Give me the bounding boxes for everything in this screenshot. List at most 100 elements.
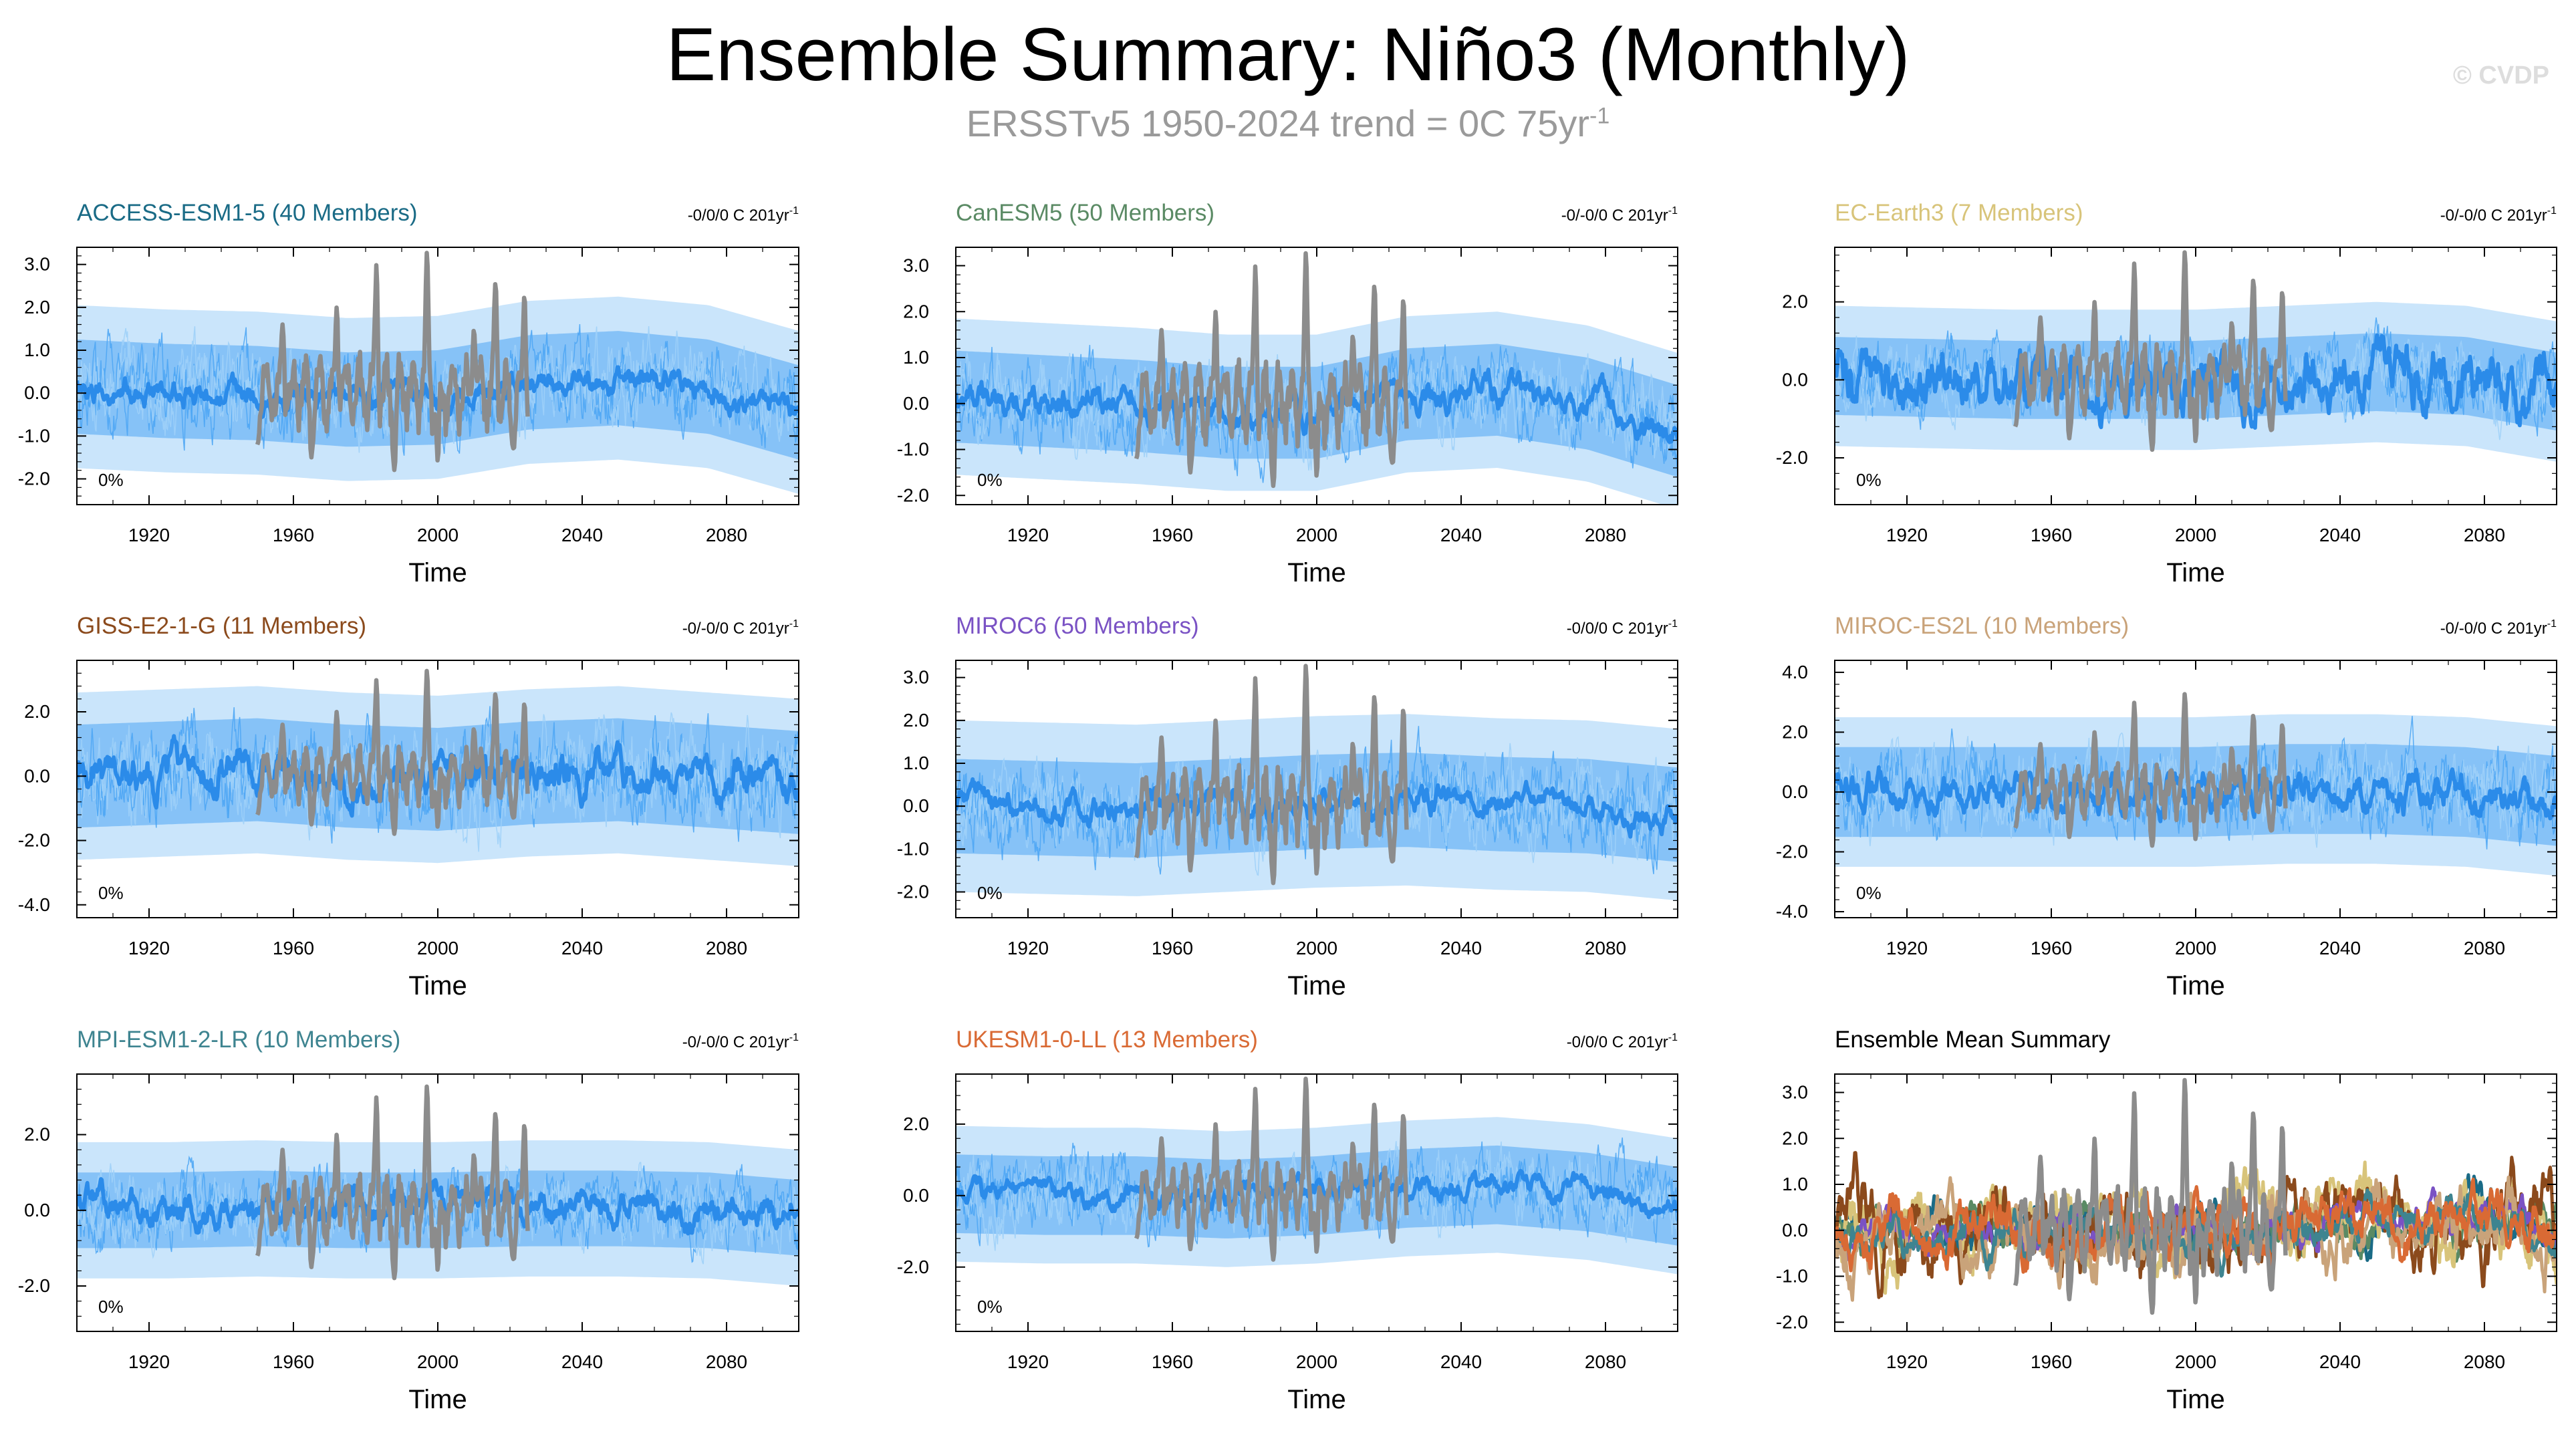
observations-line — [255, 251, 530, 473]
observations-line — [2013, 692, 2288, 848]
trend-label-exponent: -1 — [1668, 618, 1678, 630]
plot-area — [1835, 1077, 2557, 1315]
percent-label: 0% — [98, 1297, 124, 1317]
trend-label: -0/-0/0 C 201yr-1 — [2440, 205, 2557, 225]
y-tick-label: -1.0 — [897, 439, 929, 460]
x-tick-label: 1920 — [128, 525, 170, 545]
trend-label-exponent: -1 — [789, 1032, 799, 1043]
x-axis-label: Time — [1287, 1385, 1345, 1414]
y-tick-label: 3.0 — [903, 255, 929, 276]
y-tick-label: 2.0 — [24, 1124, 50, 1145]
x-tick-label: 2080 — [1585, 1351, 1626, 1372]
panel-title: MPI-ESM1-2-LR (10 Members) — [77, 1027, 400, 1053]
y-tick-label: -2.0 — [1776, 841, 1808, 862]
y-tick-label: -1.0 — [897, 838, 929, 859]
y-tick-label: -4.0 — [18, 894, 50, 915]
panel-title: MIROC-ES2L (10 Members) — [1835, 613, 2129, 639]
x-tick-label: 1960 — [1152, 938, 1193, 958]
x-tick-label: 2080 — [1585, 938, 1626, 958]
y-tick-label: 3.0 — [24, 254, 50, 275]
x-tick-label: 2040 — [561, 525, 603, 545]
y-tick-label: 2.0 — [903, 301, 929, 321]
observations-line — [2013, 250, 2288, 452]
x-tick-label: 1960 — [273, 525, 314, 545]
x-tick-label: 2000 — [2175, 938, 2216, 958]
plot-area — [1835, 692, 2557, 876]
x-tick-label: 1920 — [1886, 938, 1928, 958]
observations-line — [2013, 1077, 2288, 1315]
x-axis-label: Time — [1287, 971, 1345, 1001]
x-tick-label: 2040 — [1440, 938, 1482, 958]
x-axis-label: Time — [1287, 558, 1345, 587]
percent-label: 0% — [977, 1297, 1003, 1317]
y-tick-label: 2.0 — [903, 1114, 929, 1134]
ensemble-member-line — [956, 743, 1678, 864]
y-tick-label: -2.0 — [897, 1257, 929, 1277]
panel-title: GISS-E2-1-G (11 Members) — [77, 613, 366, 639]
panel-title: ACCESS-ESM1-5 (40 Members) — [77, 200, 418, 226]
x-tick-label: 2080 — [1585, 525, 1626, 545]
x-tick-label: 2000 — [1296, 525, 1337, 545]
x-tick-label: 2040 — [1440, 1351, 1482, 1372]
trend-label: -0/-0/0 C 201yr-1 — [2440, 618, 2557, 638]
x-tick-label: 1920 — [128, 938, 170, 958]
trend-label-exponent: -1 — [2547, 205, 2557, 217]
panel-title: EC-Earth3 (7 Members) — [1835, 200, 2083, 226]
y-tick-label: 2.0 — [1782, 291, 1808, 312]
series-line-ukesm1-0-ll — [1835, 1177, 2557, 1274]
subtitle: ERSSTv5 1950-2024 trend = 0C 75yr-1 — [0, 102, 2576, 145]
plot-area — [1835, 250, 2557, 462]
trend-label: -0/0/0 C 201yr-1 — [688, 205, 799, 225]
y-tick-label: -2.0 — [1776, 447, 1808, 468]
percent-label: 0% — [98, 883, 124, 903]
trend-label: -0/0/0 C 201yr-1 — [1567, 618, 1678, 638]
trend-label: -0/-0/0 C 201yr-1 — [682, 1032, 799, 1051]
x-tick-label: 2080 — [2464, 938, 2505, 958]
x-tick-label: 2000 — [2175, 525, 2216, 545]
observations-line — [1134, 1076, 1409, 1262]
x-tick-label: 1960 — [273, 1351, 314, 1372]
y-tick-label: 0.0 — [1782, 781, 1808, 802]
x-tick-label: 1960 — [2031, 938, 2072, 958]
x-tick-label: 1920 — [1886, 525, 1928, 545]
x-tick-label: 2000 — [417, 1351, 459, 1372]
x-tick-label: 1960 — [2031, 525, 2072, 545]
trend-label-text: -0/0/0 C 201yr — [1567, 620, 1668, 638]
y-tick-label: -4.0 — [1776, 901, 1808, 922]
chart-panel-access-esm1-5: ACCESS-ESM1-5 (40 Members) -0/0/0 C 201yr… — [18, 200, 799, 587]
y-tick-label: 2.0 — [24, 701, 50, 722]
percent-label: 0% — [977, 883, 1003, 903]
trend-label-exponent: -1 — [789, 205, 799, 217]
chart-panel-mpi-esm1-2-lr: MPI-ESM1-2-LR (10 Members) -0/-0/0 C 201y… — [18, 1027, 799, 1414]
y-tick-label: 1.0 — [24, 340, 50, 360]
x-tick-label: 2040 — [561, 1351, 603, 1372]
plot-area — [77, 251, 799, 494]
x-tick-label: 2080 — [2464, 525, 2505, 545]
x-axis-label: Time — [408, 1385, 467, 1414]
trend-label-text: -0/-0/0 C 201yr — [682, 1033, 789, 1051]
chart-panel-canesm5: CanESM5 (50 Members) -0/-0/0 C 201yr-1 -2.… — [897, 200, 1678, 587]
chart-panel-ensemble-mean-summary: Ensemble Mean Summary -2.0 -1.0 0.0 1.0 2.0 3.… — [1776, 1027, 2557, 1414]
y-tick-label: 3.0 — [903, 667, 929, 688]
trend-label-text: -0/-0/0 C 201yr — [682, 620, 789, 638]
x-axis-label: Time — [408, 558, 467, 587]
x-tick-label: 2000 — [2175, 1351, 2216, 1372]
x-tick-label: 2080 — [706, 1351, 747, 1372]
y-tick-label: -2.0 — [897, 485, 929, 505]
plot-area — [956, 1076, 1678, 1275]
y-tick-label: 0.0 — [24, 765, 50, 786]
plot-area — [77, 1084, 799, 1287]
y-tick-label: 3.0 — [1782, 1082, 1808, 1103]
x-tick-label: 2000 — [1296, 938, 1337, 958]
trend-label-text: -0/0/0 C 201yr — [1567, 1033, 1668, 1051]
trend-label-text: -0/-0/0 C 201yr — [2440, 207, 2547, 225]
y-tick-label: 0.0 — [1782, 1220, 1808, 1240]
y-tick-label: 1.0 — [903, 347, 929, 368]
percent-label: 0% — [1856, 470, 1882, 490]
y-tick-label: -1.0 — [18, 425, 50, 446]
x-tick-label: 1920 — [128, 1351, 170, 1372]
ensemble-member-line — [77, 328, 799, 442]
x-tick-label: 2080 — [2464, 1351, 2505, 1372]
x-tick-label: 2000 — [1296, 1351, 1337, 1372]
x-tick-label: 1960 — [1152, 525, 1193, 545]
